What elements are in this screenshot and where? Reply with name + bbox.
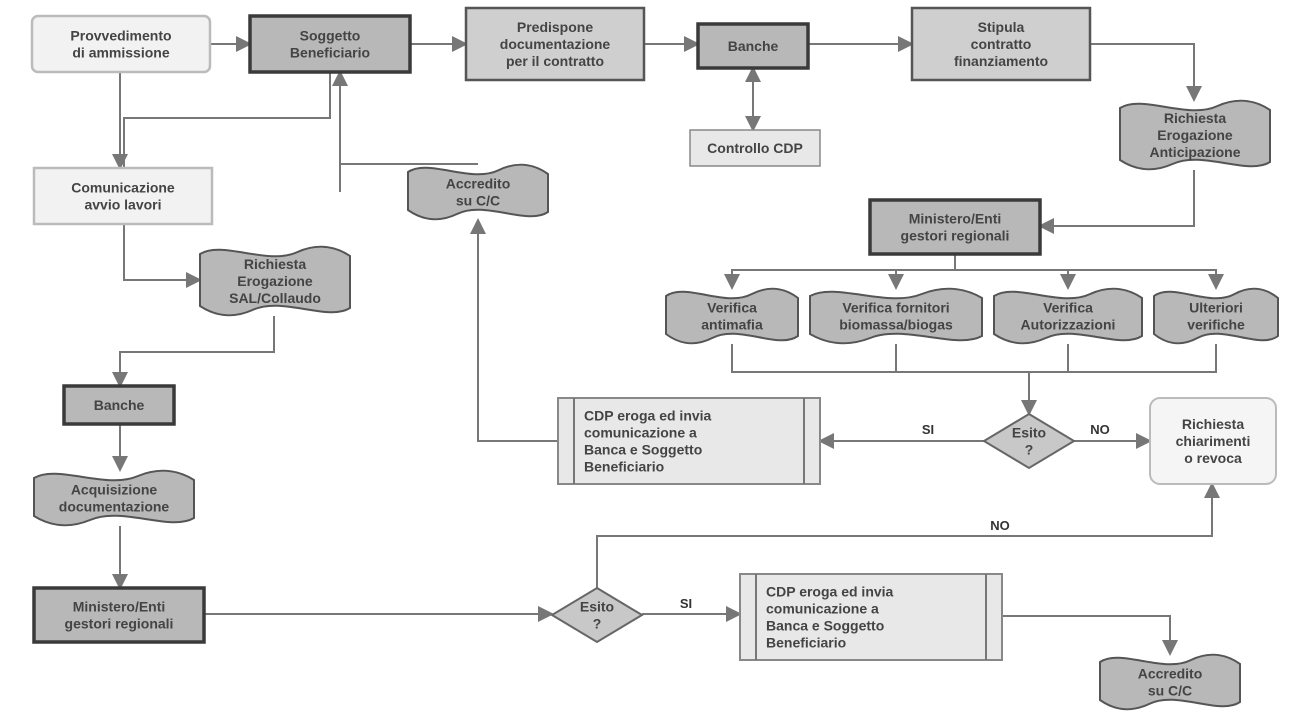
node-text: su C/C <box>1148 683 1192 699</box>
node-accredito2: Accreditosu C/C <box>1100 655 1240 709</box>
node-text: Soggetto <box>300 28 361 44</box>
node-text: Ulteriori <box>1189 300 1243 316</box>
edge-sogg-comavvio <box>124 72 330 168</box>
node-text: Beneficiario <box>766 635 846 651</box>
node-text: o revoca <box>1184 450 1242 466</box>
node-text: SAL/Collaudo <box>229 290 321 306</box>
node-banche2: Banche <box>64 386 174 424</box>
edge-comavvio-richsal <box>124 224 200 280</box>
node-text: Verifica <box>707 300 757 316</box>
node-text: Accredito <box>1138 666 1203 682</box>
node-provv: Provvedimentodi ammissione <box>32 16 210 72</box>
node-richchiar: Richiestachiarimentio revoca <box>1150 398 1276 484</box>
node-text: Acquisizione <box>71 482 158 498</box>
node-text: Banca e Soggetto <box>766 618 884 634</box>
node-text: avvio lavori <box>84 197 161 213</box>
node-text: Controllo CDP <box>707 140 803 156</box>
node-text: Esito <box>580 599 614 615</box>
node-cdp2: CDP eroga ed inviacomunicazione aBanca e… <box>740 574 1002 660</box>
node-text: Accredito <box>446 176 511 192</box>
node-text: Stipula <box>978 19 1025 35</box>
node-text: Beneficiario <box>290 45 370 61</box>
node-text: Banche <box>94 397 145 413</box>
node-text: biomassa/biogas <box>839 317 953 333</box>
edge-label: SI <box>922 422 934 437</box>
node-text: di ammissione <box>72 45 169 61</box>
node-veriforn: Verifica fornitoribiomassa/biogas <box>810 289 982 343</box>
edge-cdp1-accredito1 <box>478 220 558 441</box>
node-esito1: Esito? <box>984 414 1074 468</box>
edge-label: SI <box>680 596 692 611</box>
node-stipula: Stipulacontrattofinanziamento <box>912 8 1090 80</box>
node-text: Predispone <box>517 19 593 35</box>
node-ultver: Ulterioriverifiche <box>1154 289 1278 343</box>
node-text: per il contratto <box>506 53 604 69</box>
node-cdp1: CDP eroga ed inviacomunicazione aBanca e… <box>558 398 820 484</box>
edge-label: NO <box>1090 422 1110 437</box>
node-richerog: RichiestaErogazioneAnticipazione <box>1120 101 1270 169</box>
edge-label: NO <box>990 518 1010 533</box>
node-text: Banca e Soggetto <box>584 442 702 458</box>
node-text: finanziamento <box>954 53 1048 69</box>
node-text: CDP eroga ed invia <box>584 408 712 424</box>
node-minenti2: Ministero/Entigestori regionali <box>34 588 204 642</box>
node-text: Richiesta <box>1182 416 1244 432</box>
node-accredito1: Accreditosu C/C <box>408 165 548 219</box>
node-controllo: Controllo CDP <box>690 130 820 166</box>
node-text: Esito <box>1012 425 1046 441</box>
node-text: ? <box>593 616 602 632</box>
node-predisp: Predisponedocumentazioneper il contratto <box>466 8 644 80</box>
edge-richerog-minenti1 <box>1040 170 1194 226</box>
node-text: Erogazione <box>237 273 313 289</box>
node-text: su C/C <box>456 193 500 209</box>
node-banche1: Banche <box>698 24 808 68</box>
edge-minenti1-ultver <box>955 254 1216 288</box>
node-text: Verifica fornitori <box>842 300 949 316</box>
node-text: chiarimenti <box>1176 433 1251 449</box>
node-text: contratto <box>971 36 1032 52</box>
node-text: comunicazione a <box>584 425 697 441</box>
node-minenti1: Ministero/Entigestori regionali <box>870 200 1040 254</box>
node-text: documentazione <box>59 499 170 515</box>
edge-minenti1-veriforn <box>896 254 955 288</box>
node-text: gestori regionali <box>65 616 174 632</box>
node-richsal: RichiestaErogazioneSAL/Collaudo <box>200 247 350 315</box>
node-text: Richiesta <box>244 256 306 272</box>
node-comavvio: Comunicazioneavvio lavori <box>34 168 212 224</box>
node-acqdoc: Acquisizionedocumentazione <box>34 471 194 525</box>
edge-esito2-richchiar <box>597 484 1212 588</box>
node-verifaut: VerificaAutorizzazioni <box>994 289 1142 343</box>
node-text: Provvedimento <box>70 28 171 44</box>
node-text: Erogazione <box>1157 127 1233 143</box>
edge-richsal-banche2 <box>120 316 274 386</box>
node-text: gestori regionali <box>901 228 1010 244</box>
node-text: ? <box>1025 442 1034 458</box>
node-text: Autorizzazioni <box>1021 317 1116 333</box>
node-text: Ministero/Enti <box>909 211 1002 227</box>
node-text: Verifica <box>1043 300 1093 316</box>
node-text: Richiesta <box>1164 110 1226 126</box>
node-text: Ministero/Enti <box>73 599 166 615</box>
node-text: Beneficiario <box>584 459 664 475</box>
node-text: CDP eroga ed invia <box>766 584 894 600</box>
edge-cdp2-accredito2 <box>1002 616 1170 654</box>
node-text: Anticipazione <box>1149 144 1240 160</box>
node-verifanti: Verificaantimafia <box>666 289 798 343</box>
node-esito2: Esito? <box>552 588 642 642</box>
node-text: antimafia <box>701 317 763 333</box>
node-text: verifiche <box>1187 317 1245 333</box>
node-text: Banche <box>728 38 779 54</box>
node-text: documentazione <box>500 36 611 52</box>
node-sogg: SoggettoBeneficiario <box>250 16 410 72</box>
edge-stipula-richerog <box>1090 44 1194 100</box>
node-text: comunicazione a <box>766 601 879 617</box>
node-text: Comunicazione <box>71 180 175 196</box>
